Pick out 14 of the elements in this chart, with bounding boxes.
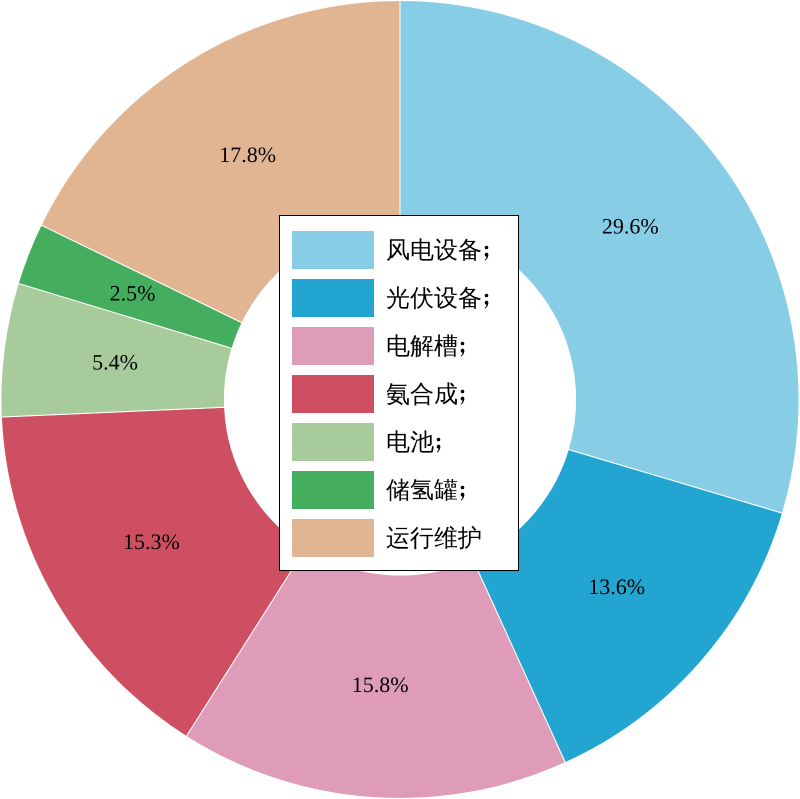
data-label: 13.6% <box>588 574 646 599</box>
legend-label: 光伏设备 <box>386 285 482 314</box>
data-label: 15.3% <box>122 529 180 554</box>
data-label: 17.8% <box>219 142 276 167</box>
legend-label: 运行维护 <box>386 524 482 554</box>
data-label: 5.4% <box>92 349 138 374</box>
legend-label: 储氢罐 <box>386 477 458 506</box>
legend-label: 风电设备 <box>386 237 482 266</box>
data-label: 2.5% <box>110 280 156 306</box>
legend-label: 氨合成 <box>386 381 458 410</box>
legend-label: 电解槽 <box>386 333 458 362</box>
data-label: 29.6% <box>602 214 659 239</box>
data-label: 15.8% <box>352 672 409 697</box>
legend-label: 电池 <box>386 429 434 458</box>
